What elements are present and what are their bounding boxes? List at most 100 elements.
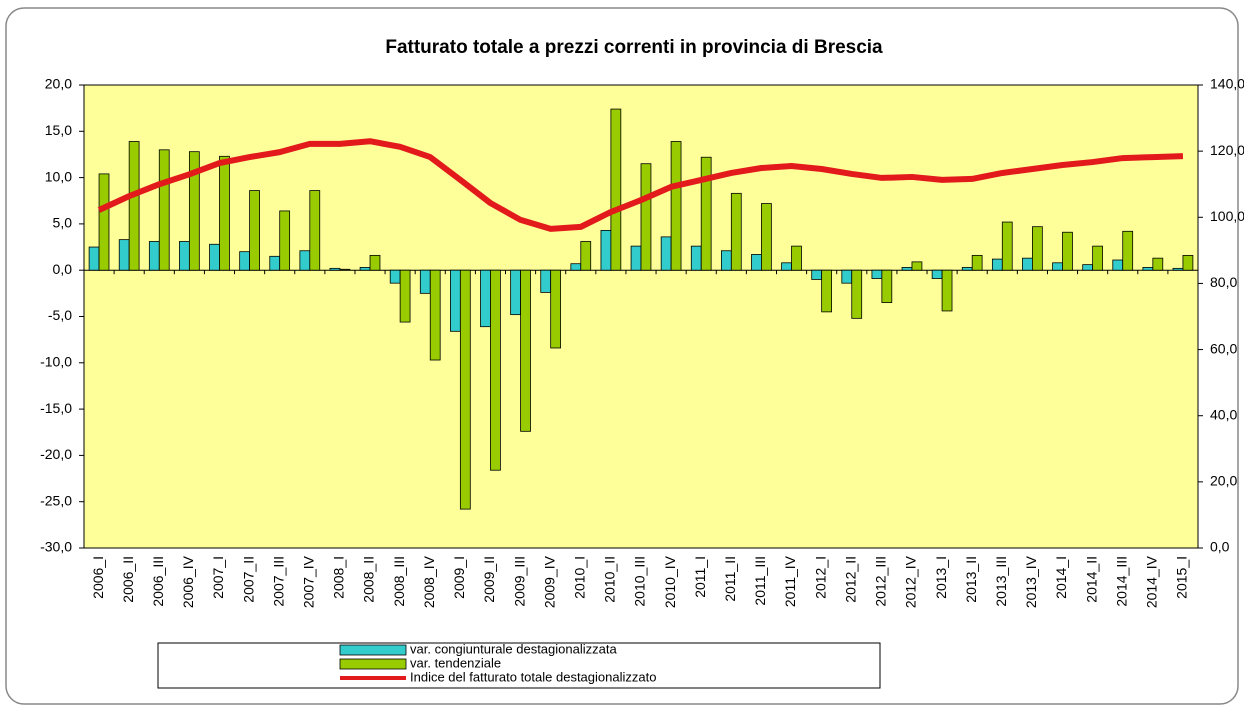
bar bbox=[781, 262, 792, 271]
bar bbox=[1032, 226, 1043, 271]
bar bbox=[389, 269, 401, 284]
bar bbox=[660, 236, 672, 271]
bar bbox=[88, 246, 100, 271]
y-tick-label: -20,0 bbox=[40, 446, 72, 462]
bar bbox=[720, 250, 732, 271]
x-tick-label: 2007_II bbox=[240, 556, 256, 603]
bar bbox=[670, 141, 682, 271]
legend-swatch bbox=[339, 658, 407, 670]
bar bbox=[791, 245, 802, 271]
x-tick-label: 2008_II bbox=[361, 556, 377, 603]
bar bbox=[219, 155, 230, 271]
x-tick-label: 2014_IV bbox=[1144, 555, 1160, 608]
bar bbox=[871, 269, 883, 279]
bar bbox=[851, 269, 863, 319]
x-tick-label: 2009_II bbox=[481, 556, 497, 603]
y2-tick-label: 140,0 bbox=[1210, 76, 1244, 92]
y2-tick-label: 120,0 bbox=[1210, 142, 1244, 158]
y2-tick-label: 80,0 bbox=[1210, 274, 1237, 290]
line bbox=[97, 138, 1184, 232]
bar bbox=[1052, 262, 1063, 271]
bar bbox=[600, 229, 612, 271]
chart-title: Fatturato totale a prezzi correnti in pr… bbox=[385, 37, 883, 58]
x-tick-label: 2007_III bbox=[270, 556, 286, 607]
bar bbox=[450, 269, 461, 332]
bar bbox=[510, 269, 521, 316]
bar bbox=[188, 151, 200, 271]
bar bbox=[480, 269, 491, 328]
bar bbox=[429, 269, 441, 361]
x-tick-label: 2011_III bbox=[752, 556, 768, 606]
bar bbox=[148, 241, 160, 271]
bar bbox=[580, 241, 592, 271]
bar bbox=[700, 156, 712, 271]
legend-box bbox=[157, 642, 881, 689]
x-tick-label: 2015_I bbox=[1174, 556, 1190, 599]
x-tick-label: 2013_IV bbox=[1023, 555, 1039, 608]
bar bbox=[550, 269, 562, 349]
x-tick-label: 2006_III bbox=[150, 556, 166, 607]
bar bbox=[1112, 259, 1124, 271]
bar bbox=[630, 245, 642, 271]
x-tick-label: 2008_IV bbox=[421, 555, 437, 608]
x-tick-label: 2013_I bbox=[933, 556, 949, 599]
bar bbox=[299, 250, 311, 271]
bar bbox=[269, 255, 281, 271]
bar bbox=[811, 269, 823, 280]
x-tick-label: 2006_II bbox=[120, 556, 136, 603]
y-tick-label: 5,0 bbox=[53, 215, 73, 231]
bar bbox=[249, 190, 260, 271]
y-tick-label: 10,0 bbox=[45, 168, 72, 184]
bar bbox=[239, 251, 250, 271]
legend-label: Indice del fatturato totale destagionali… bbox=[410, 669, 656, 684]
bar bbox=[98, 173, 110, 271]
bar bbox=[1092, 245, 1103, 271]
bar bbox=[1152, 257, 1164, 271]
x-tick-label: 2007_IV bbox=[301, 555, 317, 608]
bar bbox=[761, 203, 772, 271]
x-tick-label: 2010_III bbox=[632, 556, 648, 607]
legend-label: var. tendenziale bbox=[410, 655, 501, 670]
bar bbox=[369, 254, 381, 271]
y-tick-label: -5,0 bbox=[48, 307, 72, 323]
bar bbox=[520, 269, 531, 432]
bar bbox=[570, 263, 582, 271]
x-tick-label: 2012_I bbox=[812, 556, 828, 599]
bar bbox=[730, 192, 742, 271]
bar bbox=[1022, 257, 1033, 271]
bar bbox=[941, 269, 953, 312]
legend-label: var. congiunturale destagionalizzata bbox=[410, 641, 617, 656]
plot-area bbox=[83, 84, 1199, 549]
y-tick-label: -10,0 bbox=[40, 354, 72, 370]
bar bbox=[961, 267, 973, 271]
bar bbox=[118, 239, 130, 271]
bar bbox=[279, 210, 291, 271]
y2-tick-label: 0,0 bbox=[1210, 539, 1230, 555]
bar bbox=[459, 269, 471, 510]
x-tick-label: 2009_III bbox=[511, 556, 527, 607]
x-tick-label: 2014_II bbox=[1083, 556, 1099, 603]
bar bbox=[1182, 254, 1194, 271]
bar bbox=[209, 243, 220, 271]
x-tick-label: 2006_IV bbox=[180, 555, 196, 608]
bar bbox=[399, 269, 411, 323]
bar bbox=[971, 254, 983, 271]
x-tick-label: 2008_I bbox=[331, 556, 347, 599]
x-tick-label: 2011_I bbox=[692, 556, 708, 598]
x-tick-label: 2012_III bbox=[873, 556, 889, 607]
x-tick-label: 2009_I bbox=[451, 556, 467, 599]
y-tick-label: 15,0 bbox=[45, 122, 72, 138]
x-tick-label: 2013_III bbox=[993, 556, 1009, 607]
x-tick-label: 2009_IV bbox=[541, 555, 557, 608]
y-tick-label: -15,0 bbox=[40, 400, 72, 416]
bar bbox=[359, 267, 371, 271]
bar bbox=[821, 269, 832, 313]
bar bbox=[1001, 221, 1013, 271]
bar bbox=[931, 269, 943, 279]
x-tick-label: 2010_I bbox=[571, 556, 587, 599]
bar bbox=[991, 258, 1003, 271]
bar bbox=[1062, 231, 1073, 271]
y-tick-label: -25,0 bbox=[40, 492, 72, 508]
